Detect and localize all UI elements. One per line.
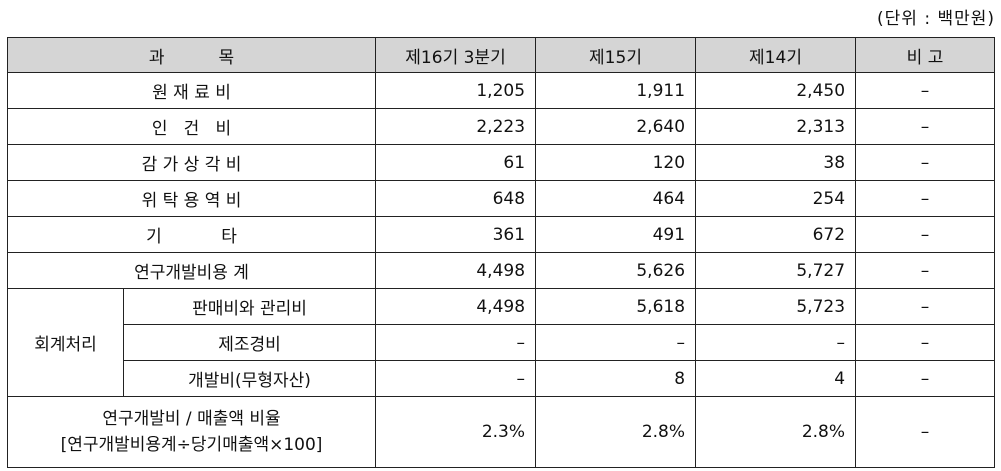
value-cell: 254: [695, 180, 857, 217]
ratio-label: 연구개발비 / 매출액 비율 [연구개발비용계÷당기매출액×100]: [6, 396, 377, 468]
note-cell: –: [855, 144, 996, 181]
table-row: 기 타 361 491 672 –: [6, 216, 996, 253]
value-cell: 5,727: [695, 252, 857, 289]
table-row: 원 재 료 비 1,205 1,911 2,450 –: [6, 72, 996, 109]
table-row-accounting: 회계처리 판매비와 관리비 4,498 5,618 5,723 –: [7, 288, 996, 397]
value-cell: 2,223: [375, 108, 537, 145]
row-label: 인 건 비: [6, 108, 377, 145]
value-cell: –: [375, 360, 537, 397]
header-row: 과 목 제16기 3분기 제15기 제14기 비 고: [6, 37, 996, 73]
header-q3-16: 제16기 3분기: [375, 37, 537, 73]
note-cell: –: [855, 108, 996, 145]
ratio-label-line1: 연구개발비 / 매출액 비율: [102, 409, 281, 429]
row-label: 제조경비: [122, 324, 377, 361]
table-row-total: 연구개발비용 계 4,498 5,626 5,727 –: [6, 252, 996, 289]
header-item: 과 목: [6, 37, 377, 73]
note-cell: –: [855, 324, 996, 361]
value-cell: 2,640: [535, 108, 697, 145]
value-cell: 8: [535, 360, 697, 397]
row-label: 감 가 상 각 비: [6, 144, 377, 181]
value-cell: 648: [375, 180, 537, 217]
value-cell: 464: [535, 180, 697, 217]
note-cell: –: [855, 252, 996, 289]
value-cell: 491: [535, 216, 697, 253]
value-cell: 1,911: [535, 72, 697, 109]
value-cell: –: [695, 324, 857, 361]
note-cell: –: [855, 180, 996, 217]
value-cell: 2,313: [695, 108, 857, 145]
row-label: 판매비와 관리비: [122, 288, 377, 325]
note-cell: –: [855, 360, 996, 397]
value-cell: 1,205: [375, 72, 537, 109]
table-row: 위 탁 용 역 비 648 464 254 –: [6, 180, 996, 217]
value-cell: 2.8%: [535, 396, 697, 468]
value-cell: 2.3%: [375, 396, 537, 468]
table-row-accounting: 개발비(무형자산) – 8 4 –: [8, 360, 996, 397]
row-label: 위 탁 용 역 비: [6, 180, 377, 217]
value-cell: 361: [375, 216, 537, 253]
value-cell: 38: [695, 144, 857, 181]
header-15: 제15기: [535, 37, 697, 73]
value-cell: –: [535, 324, 697, 361]
value-cell: 4: [695, 360, 857, 397]
table-row-accounting: 제조경비 – – – –: [8, 324, 996, 361]
accounting-group-label: 회계처리: [7, 288, 124, 397]
value-cell: 4,498: [375, 288, 537, 325]
row-label: 개발비(무형자산): [122, 360, 377, 397]
row-label: 기 타: [6, 216, 377, 253]
value-cell: –: [375, 324, 537, 361]
note-cell: –: [855, 396, 996, 468]
value-cell: 5,723: [695, 288, 857, 325]
note-cell: –: [855, 216, 996, 253]
row-label: 원 재 료 비: [6, 72, 377, 109]
table-row: 감 가 상 각 비 61 120 38 –: [6, 144, 996, 181]
header-14: 제14기: [695, 37, 857, 73]
note-cell: –: [855, 288, 996, 325]
value-cell: 5,618: [535, 288, 697, 325]
value-cell: 4,498: [375, 252, 537, 289]
value-cell: 2.8%: [695, 396, 857, 468]
note-cell: –: [855, 72, 996, 109]
table-row-ratio: 연구개발비 / 매출액 비율 [연구개발비용계÷당기매출액×100] 2.3% …: [6, 396, 996, 468]
value-cell: 672: [695, 216, 857, 253]
value-cell: 61: [375, 144, 537, 181]
ratio-label-line2: [연구개발비용계÷당기매출액×100]: [60, 435, 323, 455]
unit-label: (단위 : 백만원): [877, 9, 995, 29]
rnd-expense-table: 과 목 제16기 3분기 제15기 제14기 비 고 원 재 료 비 1,205…: [6, 37, 996, 468]
value-cell: 2,450: [695, 72, 857, 109]
header-note: 비 고: [855, 37, 996, 73]
table-row: 인 건 비 2,223 2,640 2,313 –: [6, 108, 996, 145]
value-cell: 5,626: [535, 252, 697, 289]
value-cell: 120: [535, 144, 697, 181]
row-label: 연구개발비용 계: [6, 252, 377, 289]
